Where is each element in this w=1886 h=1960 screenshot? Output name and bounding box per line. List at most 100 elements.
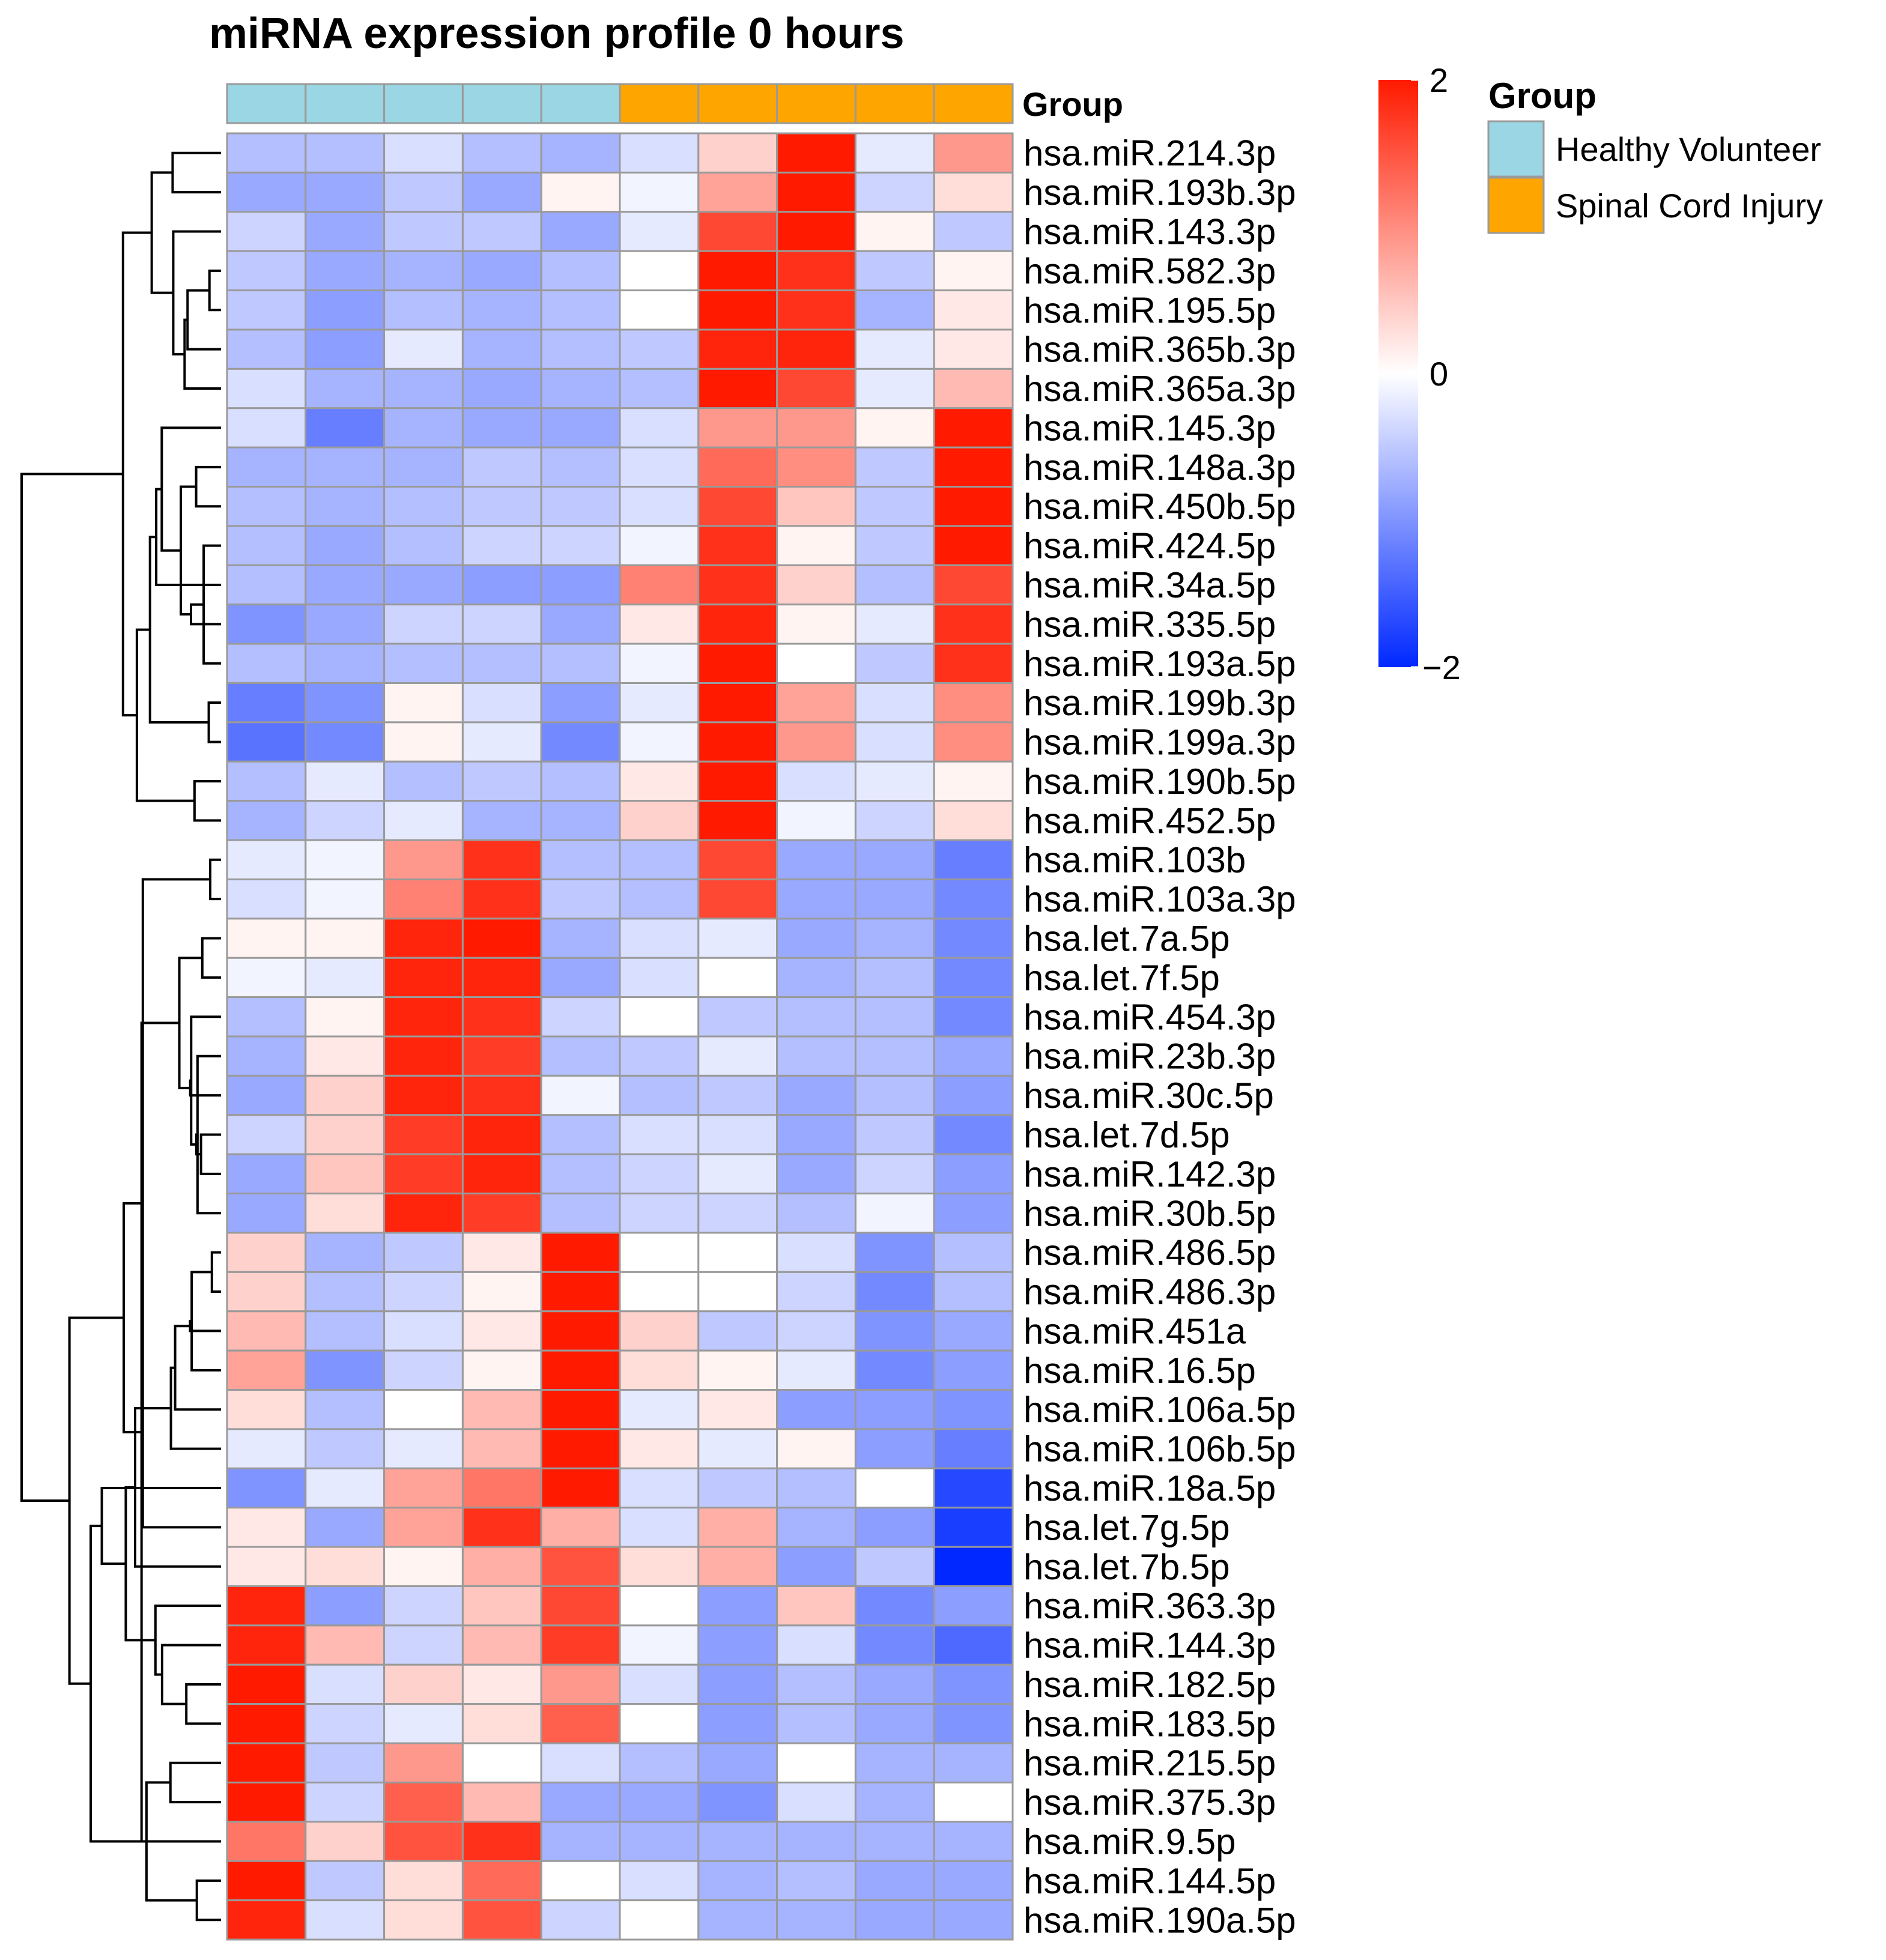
heatmap-cell (619, 760, 700, 802)
heatmap-cell (854, 1507, 935, 1548)
heatmap-cell (933, 486, 1014, 527)
heatmap-cell (383, 603, 464, 645)
heatmap-cell (697, 486, 778, 527)
heatmap-cell (697, 1507, 778, 1548)
heatmap-cell (461, 525, 542, 566)
heatmap-cell (461, 564, 542, 606)
heatmap-cell (776, 878, 857, 920)
heatmap-cell (854, 1624, 935, 1666)
dendrogram-branch (160, 1644, 221, 1705)
heatmap-cell (776, 1742, 857, 1783)
heatmap-cell (461, 486, 542, 527)
row-label: hsa.miR.214.3p (1023, 133, 1276, 174)
dendrogram-branch (123, 1202, 143, 1434)
row-label: hsa.miR.103a.3p (1023, 879, 1296, 919)
heatmap-cell (226, 171, 307, 213)
row-label: hsa.miR.195.5p (1023, 290, 1276, 330)
dendrogram-branch (169, 1366, 221, 1450)
dendrogram-branch (195, 465, 221, 508)
heatmap-cell (854, 643, 935, 684)
row-label: hsa.miR.454.3p (1023, 997, 1276, 1037)
heatmap-cell (540, 800, 621, 841)
heatmap-cell (461, 760, 542, 802)
heatmap-cell (776, 1193, 857, 1234)
heatmap-cell (697, 564, 778, 606)
heatmap-cell (540, 1193, 621, 1234)
dendrogram-branch (207, 701, 221, 743)
heatmap-cell (619, 1507, 700, 1548)
heatmap-cell (933, 1035, 1014, 1077)
heatmap-cell (697, 1349, 778, 1391)
heatmap-cell (776, 918, 857, 959)
heatmap-cell (226, 839, 307, 880)
heatmap-cell (854, 1114, 935, 1155)
heatmap-cell (854, 957, 935, 999)
heatmap-cell (305, 839, 386, 880)
row-label: hsa.miR.193b.3p (1023, 172, 1296, 213)
heatmap-cell (305, 250, 386, 292)
row-label: hsa.miR.145.3p (1023, 408, 1276, 448)
heatmap-cell (383, 1781, 464, 1823)
heatmap-cell (619, 1193, 700, 1234)
heatmap-cell (305, 878, 386, 920)
heatmap-cell (383, 1232, 464, 1273)
heatmap-cell (305, 1428, 386, 1469)
dendrogram-branch (68, 1316, 124, 1685)
heatmap-cell (226, 1507, 307, 1548)
row-label: hsa.miR.18a.5p (1023, 1468, 1276, 1508)
heatmap-cell (226, 996, 307, 1038)
heatmap-cell (619, 996, 700, 1038)
heatmap-cell (540, 1035, 621, 1077)
heatmap-cell (305, 1624, 386, 1666)
heatmap-cell (383, 643, 464, 684)
heatmap-cell (854, 1821, 935, 1862)
heatmap-cell (619, 1074, 700, 1116)
heatmap-cell (540, 682, 621, 724)
row-label: hsa.miR.215.5p (1023, 1743, 1276, 1783)
heatmap-cell (461, 1899, 542, 1941)
heatmap-cell (854, 486, 935, 527)
heatmap-cell (854, 1546, 935, 1587)
heatmap-cell (619, 1546, 700, 1587)
heatmap-cell (697, 996, 778, 1038)
heatmap-cell (226, 446, 307, 488)
heatmap-cell (854, 1703, 935, 1744)
group-legend-title: Group (1488, 76, 1596, 116)
annotation-cell (383, 83, 464, 124)
heatmap-cell (383, 800, 464, 841)
heatmap-cell (383, 1114, 464, 1155)
heatmap-cell (933, 1271, 1014, 1313)
heatmap-cell (619, 328, 700, 370)
heatmap-cell (854, 1310, 935, 1352)
dendrogram-branch (201, 937, 221, 979)
legend-swatch-spinal-cord-injury (1487, 177, 1545, 234)
heatmap-cell (226, 1781, 307, 1823)
color-scale-label-max: 2 (1430, 61, 1448, 99)
heatmap-cell (461, 328, 542, 370)
heatmap-cell (933, 603, 1014, 645)
heatmap-cell (776, 407, 857, 449)
heatmap-cell (226, 1193, 307, 1234)
heatmap-cell (305, 1742, 386, 1783)
heatmap-cell (854, 1153, 935, 1195)
heatmap-cell (226, 1899, 307, 1941)
heatmap-cell (854, 996, 935, 1038)
heatmap-cell (540, 289, 621, 331)
heatmap-cell (383, 446, 464, 488)
heatmap-cell (619, 957, 700, 999)
heatmap-cell (776, 996, 857, 1038)
row-label: hsa.let.7g.5p (1023, 1507, 1230, 1547)
dendrogram-branch (190, 1271, 221, 1372)
heatmap-cell (854, 1781, 935, 1823)
heatmap-cell (540, 1860, 621, 1902)
heatmap-cell (619, 1624, 700, 1666)
heatmap-cell (305, 525, 386, 566)
heatmap-cell (226, 721, 307, 763)
heatmap-cell (383, 171, 464, 213)
heatmap-cell (697, 211, 778, 252)
heatmap-cell (933, 957, 1014, 999)
heatmap-cell (461, 643, 542, 684)
heatmap-cell (854, 1349, 935, 1391)
heatmap-cell (226, 1310, 307, 1352)
